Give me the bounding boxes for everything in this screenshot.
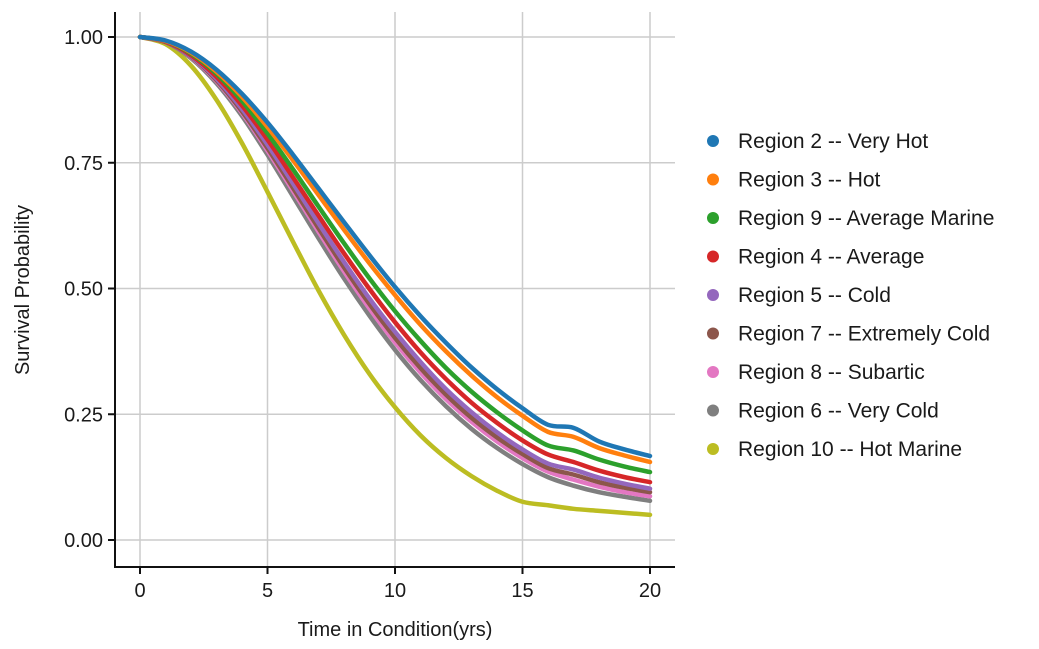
legend-label-region-9-average-marine: Region 9 -- Average Marine — [738, 207, 994, 230]
legend-marker-region-8-subartic — [707, 366, 719, 378]
legend-label-region-8-subartic: Region 8 -- Subartic — [738, 361, 925, 384]
y-tick-label-3: 0.75 — [64, 153, 103, 175]
y-tick-label-2: 0.50 — [64, 279, 103, 301]
x-axis-title: Time in Condition(yrs) — [298, 619, 493, 641]
x-tick-label-4: 20 — [639, 580, 661, 602]
x-tick-label-3: 15 — [511, 580, 533, 602]
x-tick-label-1: 5 — [262, 580, 273, 602]
legend-label-region-2-very-hot: Region 2 -- Very Hot — [738, 130, 928, 153]
series-line-region-10-hot-marine — [137, 34, 653, 518]
legend-marker-region-2-very-hot — [707, 135, 719, 147]
legend-label-region-10-hot-marine: Region 10 -- Hot Marine — [738, 438, 962, 461]
series-lines — [137, 34, 653, 518]
y-axis-ticks: 0.00 0.25 0.50 0.75 1.00 — [64, 27, 115, 552]
series-line-region-4-average — [137, 34, 653, 485]
y-tick-label-1: 0.25 — [64, 404, 103, 426]
legend-marker-region-10-hot-marine — [707, 443, 719, 455]
x-axis-ticks: 0 5 10 15 20 — [134, 567, 661, 602]
y-tick-label-4: 1.00 — [64, 27, 103, 49]
y-tick-label-0: 0.00 — [64, 530, 103, 552]
x-tick-label-2: 10 — [384, 580, 406, 602]
legend: Region 2 -- Very Hot Region 3 -- Hot Regio… — [707, 130, 994, 461]
legend-label-region-4-average: Region 4 -- Average — [738, 246, 924, 269]
legend-marker-region-3-hot — [707, 173, 719, 186]
legend-label-region-3-hot: Region 3 -- Hot — [738, 169, 881, 192]
legend-marker-region-4-average — [707, 250, 719, 263]
series-line-region-2-very-hot — [137, 34, 653, 459]
legend-marker-region-9-average-marine — [707, 212, 719, 224]
x-tick-label-0: 0 — [134, 580, 145, 602]
y-axis-title: Survival Probability — [12, 205, 34, 375]
legend-marker-region-7-extremely-cold — [707, 327, 719, 340]
legend-label-region-7-extremely-cold: Region 7 -- Extremely Cold — [738, 323, 990, 346]
legend-marker-region-6-very-cold — [707, 404, 719, 417]
legend-label-region-5-cold: Region 5 -- Cold — [738, 284, 891, 307]
grid-lines — [115, 12, 675, 567]
legend-label-region-6-very-cold: Region 6 -- Very Cold — [738, 400, 939, 423]
legend-marker-region-5-cold — [707, 289, 719, 301]
